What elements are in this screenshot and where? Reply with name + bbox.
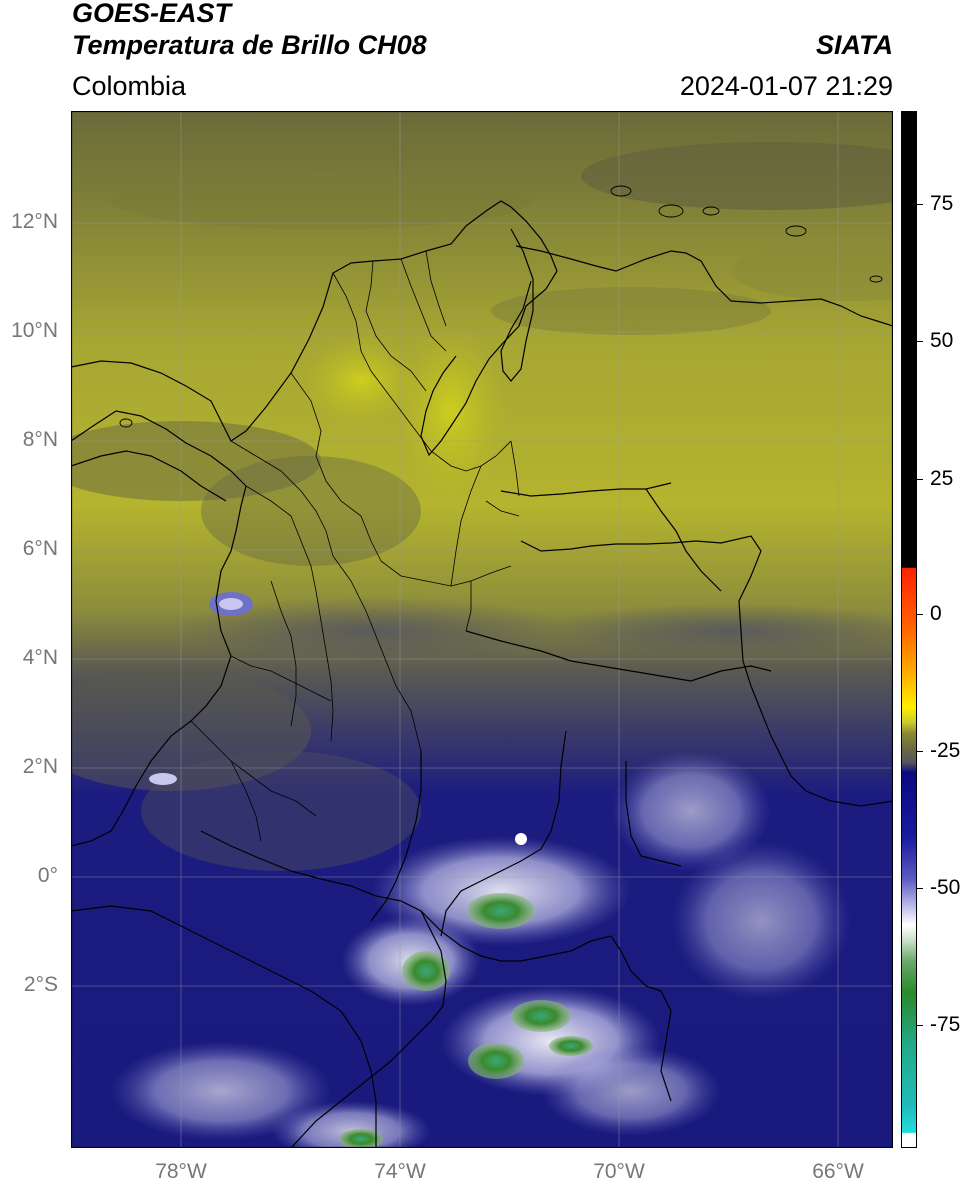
satellite-map — [71, 111, 893, 1148]
cb-tick-75 — [917, 204, 923, 205]
lon-label-78w: 78°W — [155, 1160, 207, 1183]
department-borders — [190, 250, 520, 842]
lon-label-70w: 70°W — [593, 1160, 645, 1183]
colorbar — [901, 111, 917, 1148]
title-product: Temperatura de Brillo CH08 — [72, 30, 427, 60]
cb-tick-neg25 — [917, 751, 923, 752]
lon-label-66w: 66°W — [812, 1160, 864, 1183]
cb-tick-50 — [917, 341, 923, 342]
convective-cells — [111, 592, 851, 1148]
lat-label-6n: 6°N — [22, 537, 58, 560]
colorbar-fill — [901, 111, 917, 1148]
cb-label-75: 75 — [930, 192, 954, 215]
cb-tick-25 — [917, 479, 923, 480]
cb-tick-neg50 — [917, 888, 923, 889]
graticule — [71, 111, 893, 1148]
cb-label-25: 25 — [930, 467, 954, 490]
colorbar-border — [901, 111, 917, 1148]
cb-tick-0 — [917, 614, 923, 615]
map-border — [71, 111, 893, 1148]
timestamp-label: 2024-01-07 21:29 — [679, 71, 893, 101]
cb-label-50: 50 — [930, 329, 954, 352]
title-satellite: GOES-EAST — [72, 0, 232, 28]
lat-label-12n: 12°N — [11, 210, 58, 233]
islands — [119, 185, 883, 428]
region-label: Colombia — [72, 71, 187, 101]
lat-label-4n: 4°N — [22, 646, 58, 669]
cb-label-neg75: -75 — [930, 1013, 961, 1036]
agency-label: SIATA — [816, 30, 893, 60]
cb-label-neg25: -25 — [930, 739, 961, 762]
lat-label-2n: 2°N — [22, 755, 58, 778]
lon-label-74w: 74°W — [374, 1160, 426, 1183]
cb-label-0: 0 — [930, 602, 942, 625]
cb-tick-neg75 — [917, 1025, 923, 1026]
lat-label-8n: 8°N — [22, 428, 58, 451]
lat-label-equator: 0° — [37, 864, 58, 887]
cb-label-neg50: -50 — [930, 876, 961, 899]
lat-label-2s: 2°S — [23, 973, 58, 996]
lat-label-10n: 10°N — [11, 319, 58, 342]
